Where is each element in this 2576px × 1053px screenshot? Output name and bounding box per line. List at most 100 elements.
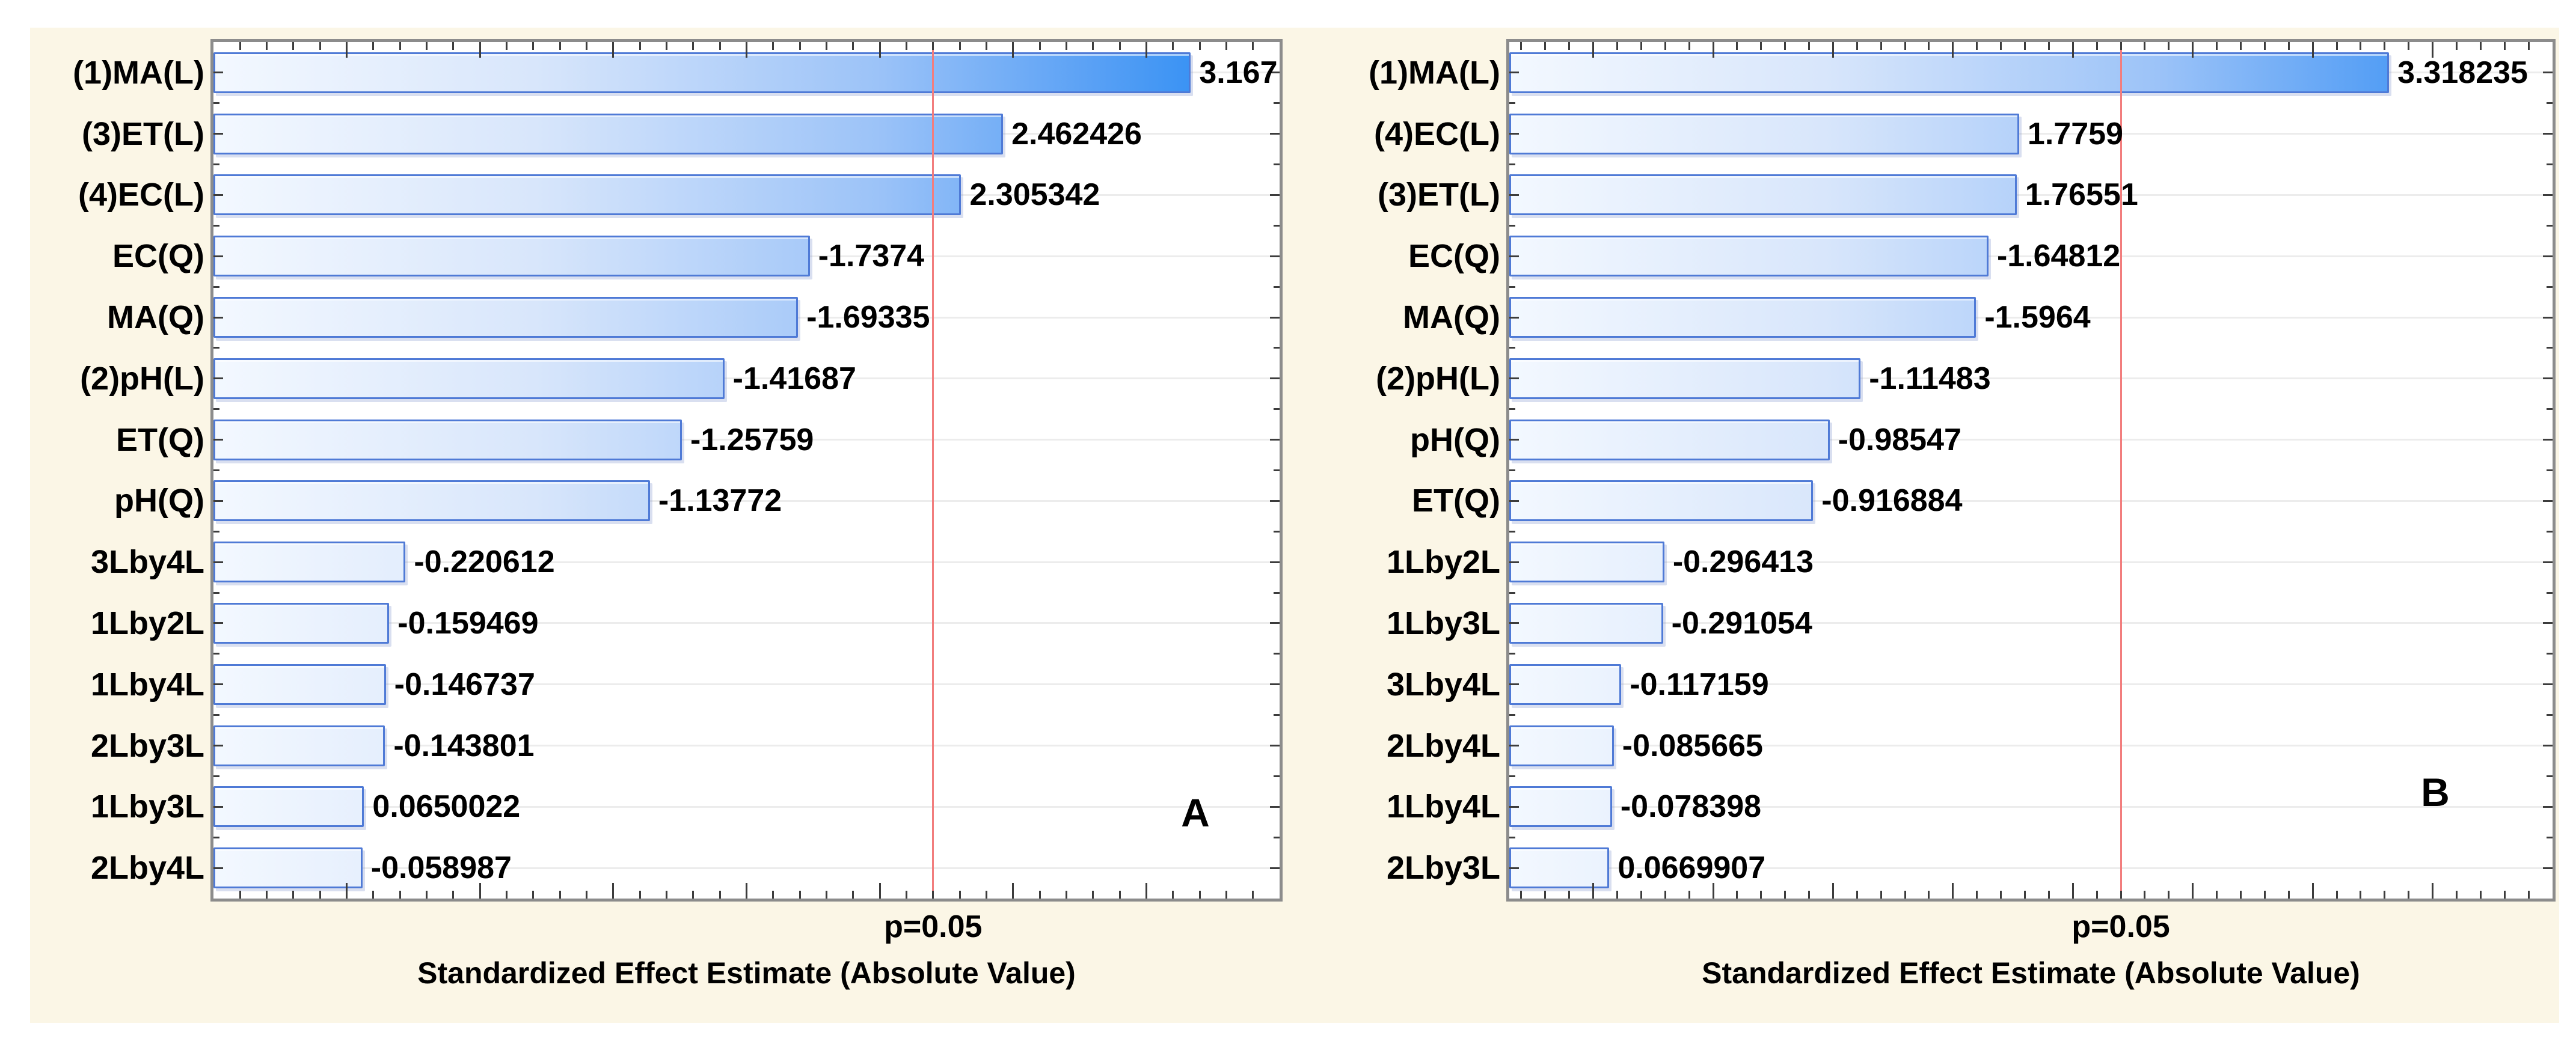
x-minor-tick — [2144, 891, 2146, 899]
category-tick — [1274, 163, 1280, 166]
p-value-label-b: p=0.05 — [2072, 909, 2170, 944]
category-label: (1)MA(L) — [1369, 54, 1500, 91]
x-major-tick — [879, 42, 881, 58]
plot-area-b: 3.318235 1.7759 1.76551 -1.64812 -1.5964 -1.1… — [1506, 39, 2556, 902]
effect-bar — [213, 725, 385, 766]
x-minor-tick — [1760, 891, 1762, 899]
x-minor-tick — [2239, 891, 2242, 899]
category-tick — [213, 499, 223, 502]
category-gridline — [1509, 133, 2553, 135]
bar-value-label: -1.13772 — [658, 483, 782, 519]
category-tick — [213, 224, 219, 227]
category-tick — [213, 347, 219, 349]
category-label: (4)EC(L) — [1374, 115, 1500, 152]
x-minor-tick — [692, 42, 695, 50]
x-minor-tick — [2503, 891, 2506, 899]
category-tick — [213, 805, 223, 808]
x-minor-tick — [1038, 42, 1041, 50]
category-tick — [2543, 377, 2553, 380]
x-major-tick — [479, 883, 481, 899]
x-minor-tick — [2408, 891, 2410, 899]
x-minor-tick — [2047, 42, 2050, 50]
effect-bar — [213, 297, 799, 338]
category-label: (1)MA(L) — [73, 54, 204, 91]
category-tick — [1509, 499, 1519, 502]
category-tick — [1270, 683, 1280, 686]
x-minor-tick — [532, 891, 535, 899]
category-tick — [1270, 377, 1280, 380]
x-minor-tick — [1736, 42, 1738, 50]
effect-bar — [1509, 664, 1622, 705]
category-tick — [213, 469, 219, 471]
bar-value-label: -0.143801 — [393, 728, 535, 763]
category-tick — [2543, 867, 2553, 869]
x-major-tick — [1012, 883, 1014, 899]
effect-bar — [1509, 725, 1614, 766]
x-minor-tick — [319, 42, 321, 50]
category-gridline — [213, 805, 1280, 808]
effect-bar — [213, 786, 364, 828]
category-gridline — [1509, 316, 2553, 319]
category-tick — [1270, 72, 1280, 74]
x-major-tick — [1592, 42, 1595, 58]
bar-value-label: -1.41687 — [732, 361, 856, 396]
x-minor-tick — [666, 891, 668, 899]
category-tick — [2547, 347, 2553, 349]
x-minor-tick — [1808, 42, 1811, 50]
x-minor-tick — [2096, 891, 2098, 899]
x-minor-tick — [2527, 42, 2530, 50]
x-minor-tick — [452, 42, 455, 50]
x-major-tick — [346, 883, 348, 899]
x-minor-tick — [2408, 42, 2410, 50]
category-tick — [2547, 653, 2553, 655]
category-tick — [2543, 745, 2553, 747]
x-minor-tick — [1252, 891, 1254, 899]
category-tick — [1509, 591, 1515, 594]
effect-bar — [1509, 847, 1610, 889]
x-minor-tick — [985, 891, 987, 899]
effect-bar — [1509, 236, 1989, 277]
x-minor-tick — [639, 891, 641, 899]
category-tick — [1270, 194, 1280, 196]
x-minor-tick — [2263, 891, 2266, 899]
category-tick — [213, 745, 223, 747]
effect-bar — [213, 113, 1004, 154]
category-tick — [1274, 775, 1280, 777]
x-minor-tick — [932, 891, 934, 899]
category-gridline — [1509, 499, 2553, 502]
category-tick — [213, 836, 219, 838]
bar-value-label: -0.078398 — [1620, 789, 1762, 825]
x-major-tick — [2432, 883, 2434, 899]
x-major-tick — [2192, 42, 2194, 58]
x-minor-tick — [1252, 42, 1254, 50]
effect-bar — [1509, 542, 1664, 583]
effect-bar — [1509, 174, 2017, 216]
category-gridline — [1509, 194, 2553, 196]
category-tick — [1509, 714, 1515, 716]
category-gridline — [1509, 622, 2553, 624]
category-label: EC(Q) — [1408, 238, 1500, 275]
x-minor-tick — [1976, 42, 1978, 50]
x-major-tick — [612, 42, 615, 58]
x-major-tick — [612, 883, 615, 899]
category-tick — [213, 530, 219, 533]
x-minor-tick — [1568, 891, 1571, 899]
category-label: 1Lby3L — [90, 789, 204, 825]
x-minor-tick — [1664, 42, 1666, 50]
bar-value-label: -1.11483 — [1869, 361, 1991, 396]
effect-bar — [1509, 602, 1663, 644]
x-minor-tick — [1225, 891, 1227, 899]
x-major-tick — [1952, 42, 1954, 58]
p-value-label-a: p=0.05 — [884, 909, 983, 944]
effect-bar — [213, 664, 386, 705]
category-tick — [2547, 469, 2553, 471]
effect-bar — [1509, 786, 1612, 828]
category-tick — [1509, 163, 1515, 166]
x-minor-tick — [2455, 42, 2458, 50]
category-tick — [1509, 194, 1519, 196]
category-label: (2)pH(L) — [80, 360, 204, 397]
category-tick — [213, 714, 219, 716]
bar-value-label: -0.085665 — [1622, 728, 1763, 763]
category-tick — [213, 683, 223, 686]
bar-value-label: -1.64812 — [1996, 239, 2121, 274]
